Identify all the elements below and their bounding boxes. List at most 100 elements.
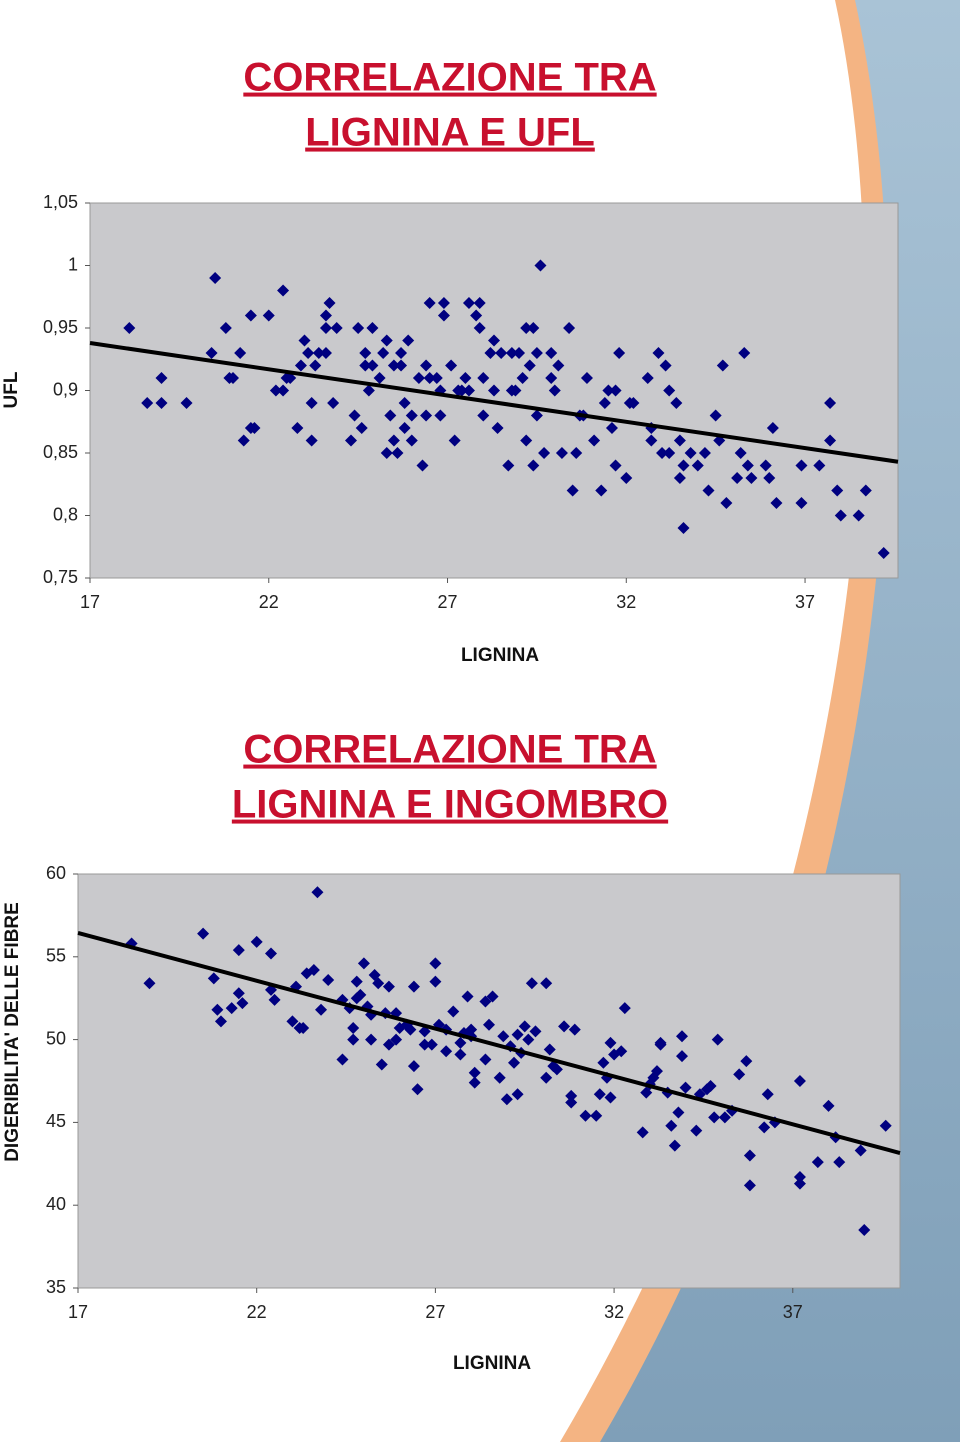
point bbox=[155, 397, 168, 409]
point bbox=[670, 397, 683, 409]
point bbox=[143, 977, 156, 990]
point bbox=[225, 1002, 238, 1015]
point bbox=[656, 447, 669, 459]
point bbox=[516, 372, 529, 384]
point bbox=[668, 1139, 681, 1152]
point bbox=[741, 459, 754, 472]
point bbox=[430, 372, 443, 384]
point bbox=[214, 1015, 227, 1028]
point bbox=[375, 1058, 388, 1071]
y-tick-label: 0,9 bbox=[53, 379, 78, 399]
point bbox=[824, 397, 837, 409]
point bbox=[833, 1156, 846, 1169]
point bbox=[580, 372, 593, 384]
point bbox=[440, 1045, 453, 1058]
plot-area bbox=[77, 873, 901, 1289]
point bbox=[448, 434, 461, 447]
chart-title: CORRELAZIONE TRA bbox=[243, 56, 656, 100]
point bbox=[618, 1002, 631, 1015]
point bbox=[691, 459, 704, 472]
point bbox=[759, 459, 772, 472]
point bbox=[348, 409, 361, 422]
point bbox=[298, 334, 311, 347]
x-tick-label: 37 bbox=[783, 1302, 803, 1322]
point bbox=[236, 997, 249, 1010]
point bbox=[248, 422, 261, 434]
point bbox=[197, 927, 210, 940]
point bbox=[429, 975, 442, 988]
point bbox=[793, 1177, 806, 1190]
x-tick-label: 17 bbox=[68, 1302, 88, 1322]
point bbox=[468, 1066, 481, 1079]
y-tick-label: 60 bbox=[46, 863, 66, 883]
point bbox=[312, 347, 325, 359]
point bbox=[405, 409, 418, 422]
point bbox=[447, 1005, 460, 1018]
point bbox=[123, 322, 136, 334]
x-tick-label: 22 bbox=[259, 592, 279, 612]
point bbox=[398, 422, 411, 434]
point bbox=[437, 297, 450, 309]
point bbox=[479, 995, 492, 1008]
point bbox=[488, 384, 500, 397]
point bbox=[209, 272, 222, 284]
point bbox=[294, 359, 307, 372]
point bbox=[663, 384, 676, 397]
point bbox=[834, 509, 847, 522]
point bbox=[357, 957, 370, 970]
point bbox=[488, 334, 500, 347]
chart-title: LIGNINA E INGOMBRO bbox=[232, 783, 668, 827]
point bbox=[795, 497, 808, 509]
point bbox=[588, 434, 601, 447]
point bbox=[486, 990, 499, 1003]
point bbox=[362, 384, 375, 397]
point bbox=[365, 1033, 378, 1046]
point bbox=[615, 1045, 628, 1058]
point bbox=[604, 1091, 617, 1104]
point bbox=[534, 259, 547, 272]
point bbox=[319, 347, 332, 359]
point bbox=[372, 977, 385, 990]
point bbox=[854, 1144, 867, 1157]
x-tick-label: 37 bbox=[795, 592, 815, 612]
point bbox=[405, 434, 418, 447]
point bbox=[698, 447, 711, 459]
point bbox=[307, 964, 320, 977]
point bbox=[502, 459, 515, 472]
point bbox=[652, 347, 665, 359]
point bbox=[877, 547, 890, 559]
point bbox=[859, 484, 872, 497]
y-tick-label: 45 bbox=[46, 1111, 66, 1131]
y-tick-label: 0,85 bbox=[43, 442, 78, 462]
point bbox=[548, 384, 561, 397]
point bbox=[677, 522, 690, 534]
point bbox=[604, 1036, 617, 1049]
point bbox=[380, 447, 393, 459]
x-axis-title: LIGNINA bbox=[453, 1353, 531, 1374]
point bbox=[237, 434, 250, 447]
y-tick-label: 0,75 bbox=[43, 567, 78, 587]
point bbox=[527, 459, 540, 472]
point bbox=[731, 472, 744, 484]
point bbox=[708, 1111, 721, 1124]
point bbox=[395, 359, 408, 372]
point bbox=[813, 459, 826, 472]
point bbox=[761, 1088, 774, 1101]
point bbox=[593, 1088, 606, 1101]
point bbox=[636, 1126, 649, 1139]
point bbox=[740, 1055, 753, 1068]
x-tick-label: 22 bbox=[247, 1302, 267, 1322]
point bbox=[322, 973, 335, 986]
x-tick-label: 27 bbox=[438, 592, 458, 612]
point bbox=[459, 372, 472, 384]
point bbox=[509, 384, 522, 397]
point bbox=[355, 422, 368, 434]
point bbox=[566, 484, 579, 497]
point bbox=[545, 372, 558, 384]
point bbox=[366, 359, 379, 372]
point bbox=[672, 1106, 685, 1119]
x-tick-label: 27 bbox=[425, 1302, 445, 1322]
point bbox=[659, 359, 672, 372]
point bbox=[522, 1033, 535, 1046]
point bbox=[483, 1018, 495, 1031]
